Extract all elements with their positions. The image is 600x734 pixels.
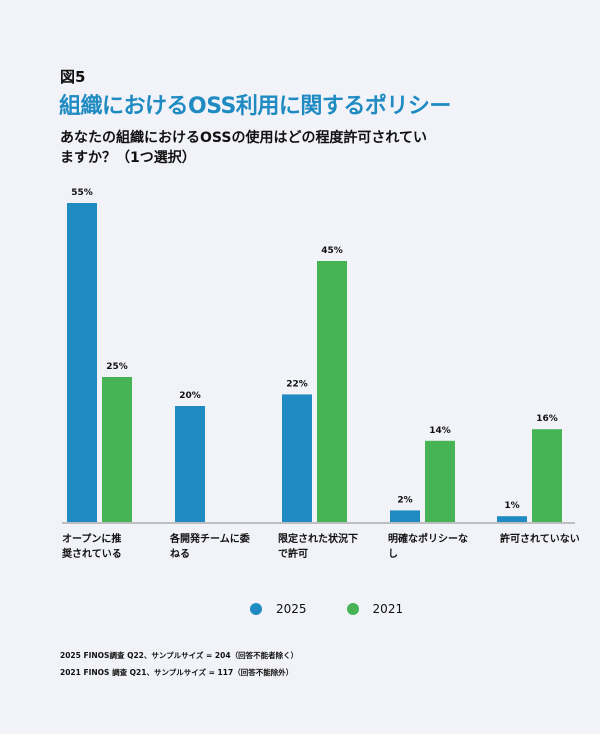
figure-label: 図5 xyxy=(60,68,86,86)
bar-2025 xyxy=(282,394,312,522)
bar-2025 xyxy=(497,516,527,522)
data-label: 45% xyxy=(321,246,343,256)
legend-dot-icon xyxy=(346,603,359,615)
data-label: 2% xyxy=(397,495,412,505)
data-label: 1% xyxy=(504,501,519,511)
data-label: 22% xyxy=(286,379,308,389)
legend-label: 2021 xyxy=(372,602,404,616)
data-label: 20% xyxy=(179,391,201,401)
data-label: 14% xyxy=(429,426,451,436)
x-tick-label: 各開発チームに委ねる xyxy=(170,534,250,560)
chart-title: 組織におけるOSS利用に関するポリシー xyxy=(59,94,451,119)
bar-2021 xyxy=(532,429,562,522)
data-label: 16% xyxy=(536,414,558,424)
x-tick-label: 限定された状況下で許可 xyxy=(278,534,358,560)
legend: 2025 2021 xyxy=(250,602,403,616)
bar-2025 xyxy=(67,203,97,522)
bar-2021 xyxy=(102,377,132,522)
legend-item-2021: 2021 xyxy=(346,602,404,616)
source-note-2021: 2021 FINOS 調査 Q21、サンプルサイズ = 117（回答不能除外） xyxy=(60,668,294,677)
source-note-2025: 2025 FINOS調査 Q22、サンプルサイズ = 204（回答不能者除く） xyxy=(60,651,299,660)
bar-2025 xyxy=(390,510,420,522)
bar-2021 xyxy=(317,261,347,522)
bar-2025 xyxy=(175,406,205,522)
legend-dot-icon xyxy=(250,603,262,615)
x-tick-label: 許可されていない xyxy=(500,534,580,545)
data-label: 25% xyxy=(106,362,128,372)
data-label: 55% xyxy=(71,188,93,198)
x-tick-label: 明確なポリシーなし xyxy=(388,534,468,560)
legend-label: 2025 xyxy=(276,602,307,616)
chart-subtitle: あなたの組織におけるOSSの使用はどの程度許可されていますか？（1つ選択） xyxy=(60,130,428,166)
bar-2021 xyxy=(425,440,455,522)
x-tick-label: オープンに推奨されている xyxy=(62,534,122,560)
legend-item-2025: 2025 xyxy=(250,602,307,616)
